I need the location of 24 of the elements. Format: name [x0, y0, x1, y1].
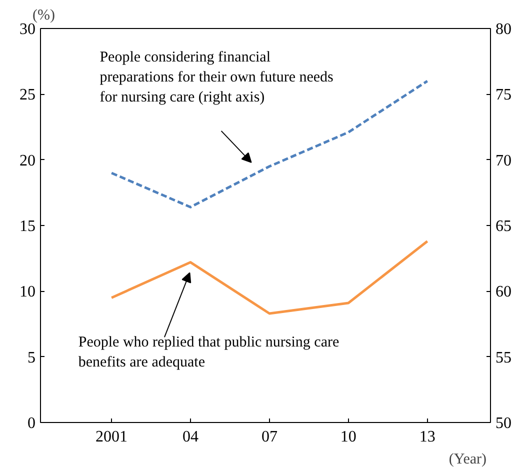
y-tick-label: 25 [20, 86, 36, 104]
text: People considering financial preparations for their own future needs for nursing care (right axis) [100, 50, 334, 106]
y-tick-label: 10 [20, 284, 36, 301]
y-tick-label: 5 [28, 349, 36, 366]
x-tick-label: 07 [261, 428, 278, 446]
y2-tick-label: 60 [496, 284, 512, 301]
y-tick-label: 30 [20, 21, 36, 38]
text: People who replied that public nursing care benefits are adequate [78, 334, 340, 371]
y-tick-label: 20 [20, 152, 36, 170]
x-tick-label: 2001 [96, 428, 128, 446]
y2-tick-label: 65 [496, 218, 512, 235]
y2-tick-label: 80 [496, 21, 512, 38]
y-tick-label: 0 [28, 415, 36, 432]
y2-tick-label: 50 [496, 415, 512, 432]
y-tick-label: 15 [20, 218, 36, 235]
x-axis-title: (Year) [448, 452, 487, 468]
x-tick-label: 13 [419, 428, 436, 446]
y2-tick-label: 55 [496, 349, 512, 366]
y2-tick-label: 70 [496, 152, 512, 170]
y2-tick-label: 75 [496, 86, 512, 104]
x-tick-label: 04 [182, 428, 198, 446]
y-axis-title: (%) [32, 8, 55, 24]
x-tick-label: 10 [340, 428, 356, 446]
line-series [110, 240, 429, 315]
